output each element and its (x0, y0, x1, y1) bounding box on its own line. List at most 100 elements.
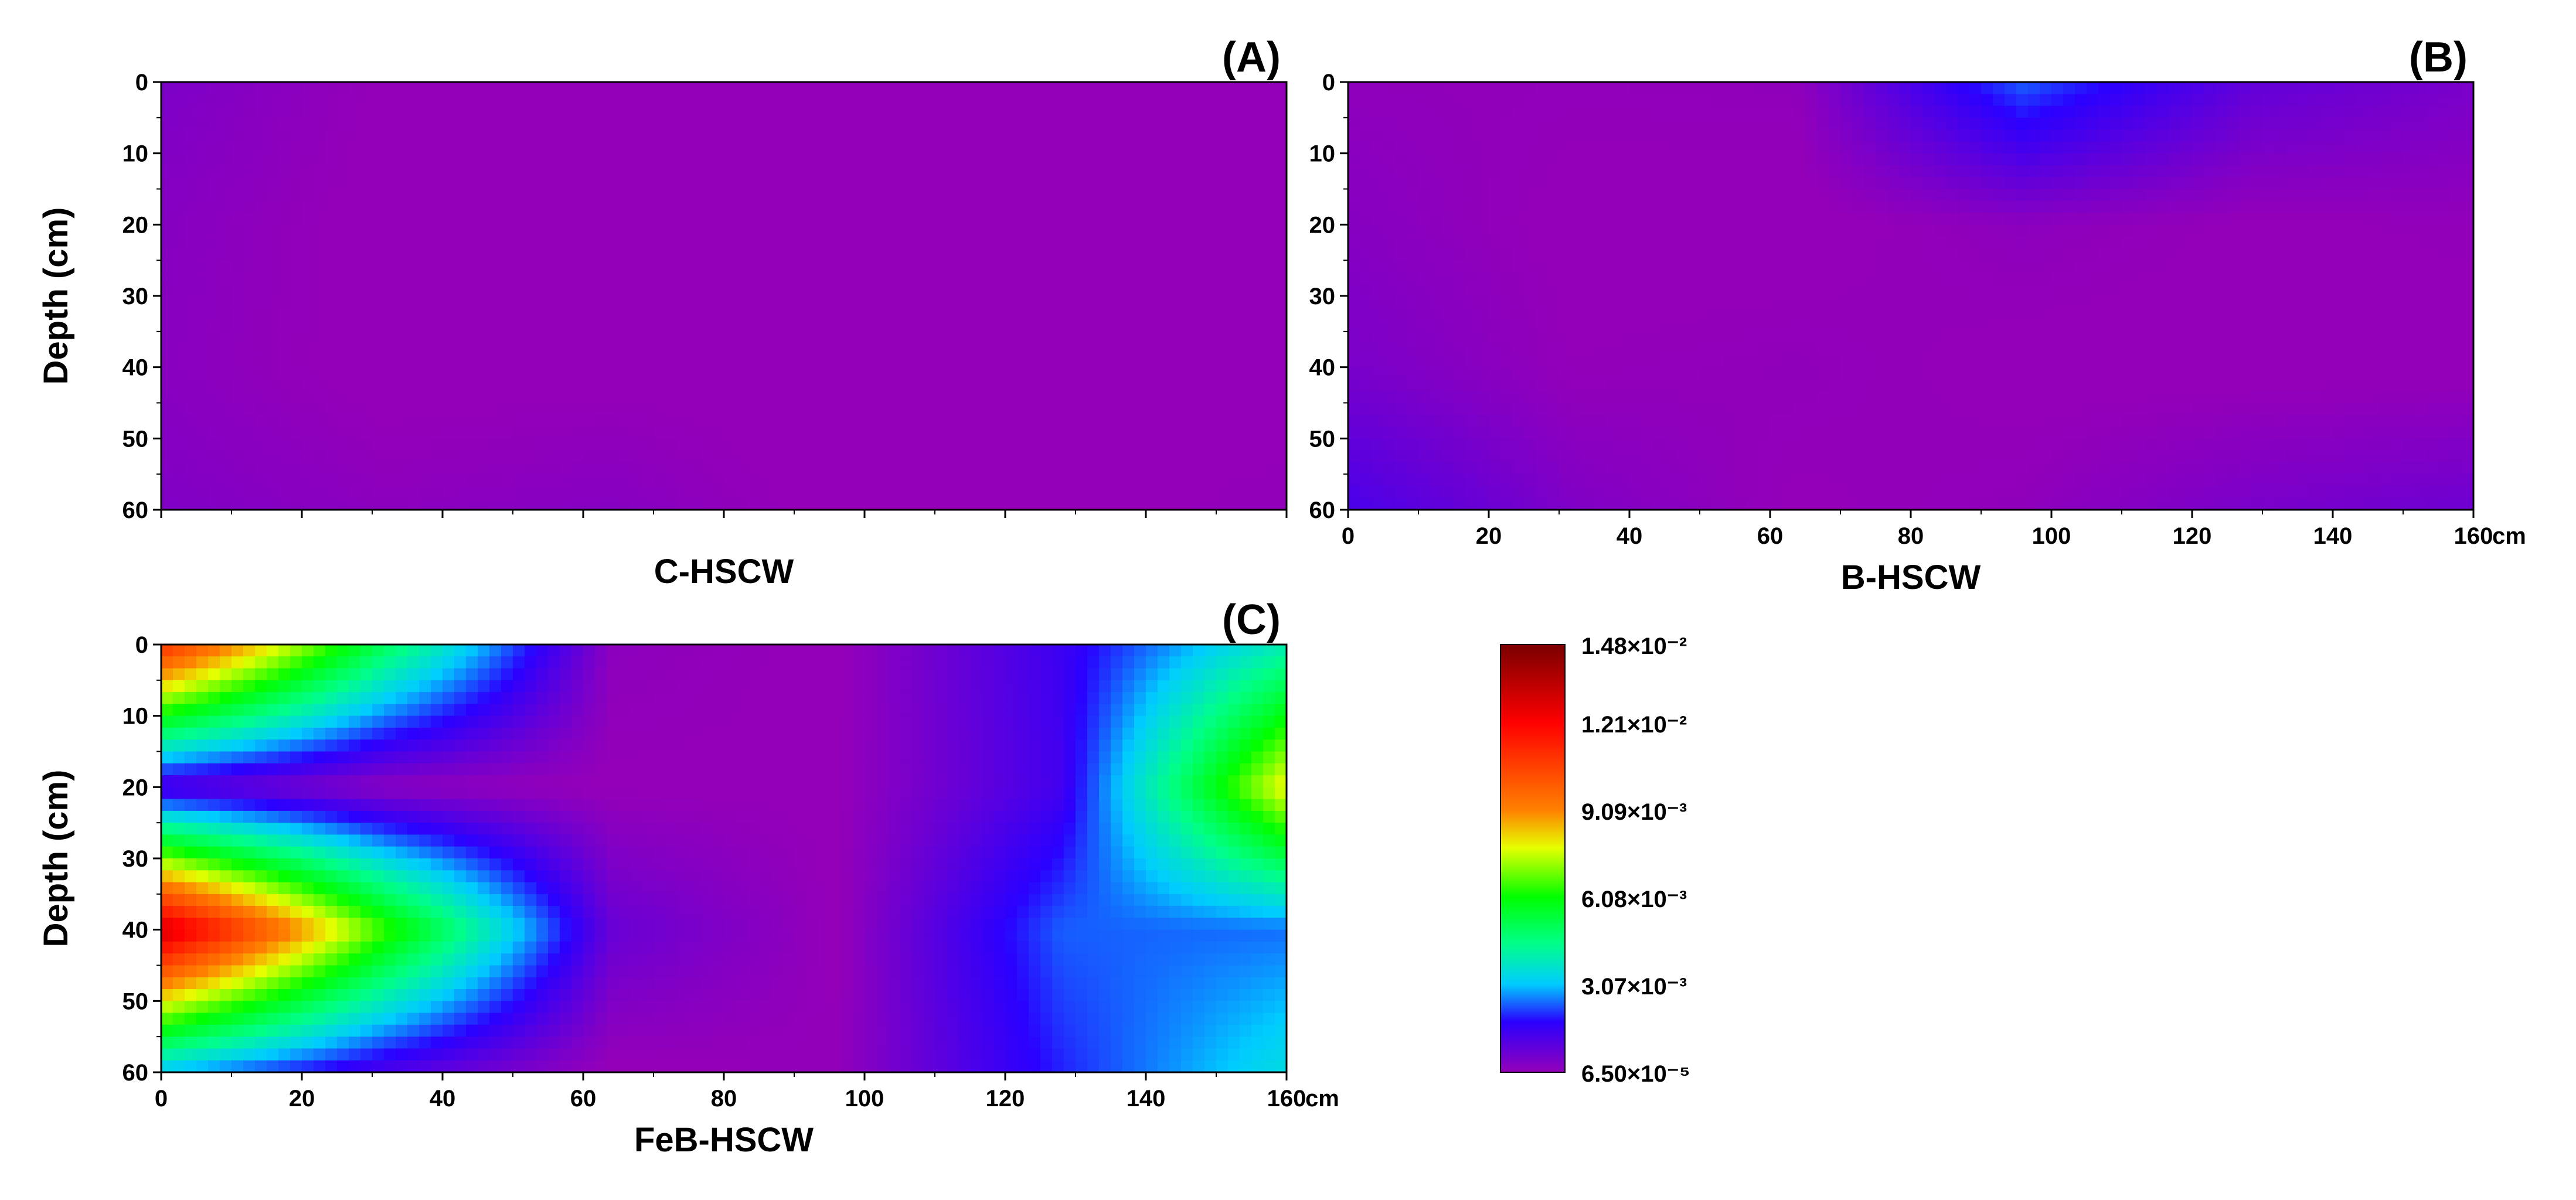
heatmap-cell (360, 237, 373, 249)
heatmap-cell (865, 154, 877, 166)
heatmap-cell (2005, 237, 2017, 249)
heatmap-cell (1887, 154, 1900, 166)
heatmap-cell (911, 118, 924, 130)
heatmap-cell (501, 451, 513, 463)
heatmap-cell (2239, 237, 2251, 249)
heatmap-cell (1158, 308, 1170, 320)
heatmap-cell (2450, 106, 2462, 118)
heatmap-cell (571, 427, 584, 439)
heatmap-cell (2040, 165, 2052, 178)
heatmap-cell (407, 106, 420, 118)
heatmap-cell (1017, 177, 1029, 189)
heatmap-cell (993, 451, 1006, 463)
heatmap-cell (677, 415, 689, 427)
heatmap-cell (1204, 237, 1217, 249)
heatmap-cell (431, 462, 443, 475)
heatmap-cell (454, 486, 467, 498)
heatmap-cell (1169, 237, 1182, 249)
heatmap-cell (489, 498, 502, 510)
heatmap-cell (1193, 296, 1205, 308)
heatmap-cell (173, 403, 185, 415)
heatmap-cell (841, 177, 853, 189)
heatmap-cell (1111, 213, 1123, 225)
heatmap-cell (794, 224, 807, 237)
heatmap-cell (642, 343, 654, 356)
heatmap-cell (220, 367, 232, 380)
heatmap-cell (1158, 332, 1170, 344)
heatmap-cell (1052, 224, 1064, 237)
heatmap-cell (829, 82, 842, 94)
heatmap-cell (794, 367, 807, 380)
heatmap-cell (970, 154, 982, 166)
heatmap-cell (1653, 213, 1665, 225)
heatmap-cell (782, 391, 795, 403)
heatmap-cell (630, 82, 642, 94)
heatmap-cell (232, 154, 244, 166)
heatmap-cell (736, 474, 748, 486)
heatmap-cell (689, 201, 701, 213)
heatmap-cell (1251, 224, 1264, 237)
heatmap-cell (1193, 189, 1205, 202)
heatmap-cell (993, 427, 1006, 439)
heatmap-cell (571, 355, 584, 367)
heatmap-cell (1735, 106, 1747, 118)
heatmap-cell (1087, 248, 1100, 261)
heatmap-cell (642, 260, 654, 272)
heatmap-cell (876, 154, 889, 166)
heatmap-cell (560, 367, 572, 380)
heatmap-cell (1064, 118, 1076, 130)
heatmap-cell (302, 320, 314, 332)
heatmap-cell (595, 284, 607, 296)
heatmap-cell (724, 379, 736, 391)
heatmap-cell (630, 486, 642, 498)
heatmap-cell (982, 438, 994, 451)
heatmap-cell (923, 379, 935, 391)
heatmap-cell (1383, 260, 1396, 272)
heatmap-cell (1899, 201, 1911, 213)
heatmap-cell (1583, 94, 1595, 106)
heatmap-cell (677, 106, 689, 118)
heatmap-cell (1559, 189, 1571, 202)
heatmap-cell (958, 391, 971, 403)
heatmap-cell (1489, 129, 1501, 142)
heatmap-cell (1029, 237, 1041, 249)
heatmap-cell (466, 391, 478, 403)
heatmap-cell (1240, 224, 1252, 237)
heatmap-cell (1134, 343, 1146, 356)
heatmap-cell (1653, 224, 1665, 237)
heatmap-cell (478, 367, 490, 380)
heatmap-cell (911, 106, 924, 118)
heatmap-cell (1969, 189, 1982, 202)
heatmap-cell (2403, 177, 2415, 189)
heatmap-cell (1864, 106, 1876, 118)
heatmap-cell (993, 129, 1006, 142)
heatmap-cell (489, 141, 502, 154)
heatmap-cell (689, 379, 701, 391)
heatmap-cell (396, 129, 408, 142)
heatmap-cell (525, 474, 537, 486)
heatmap-cell (1852, 177, 1864, 189)
heatmap-cell (278, 224, 291, 237)
heatmap-cell (2309, 237, 2322, 249)
heatmap-cell (325, 248, 338, 261)
heatmap-cell (396, 201, 408, 213)
heatmap-cell (2356, 248, 2369, 261)
heatmap-cell (1240, 213, 1252, 225)
heatmap-cell (1111, 379, 1123, 391)
heatmap-cell (2333, 248, 2345, 261)
heatmap-cell (1216, 474, 1229, 486)
heatmap-cell (173, 462, 185, 475)
heatmap-cell (1688, 165, 1700, 178)
heatmap-cell (1383, 248, 1396, 261)
heatmap-cell (1216, 403, 1229, 415)
heatmap-cell (2180, 118, 2193, 130)
heatmap-cell (466, 165, 478, 178)
heatmap-cell (290, 308, 302, 320)
heatmap-cell (689, 260, 701, 272)
heatmap-cell (267, 296, 279, 308)
heatmap-cell (1111, 141, 1123, 154)
heatmap-cell (1993, 260, 2005, 272)
heatmap-cell (407, 320, 420, 332)
heatmap-cell (1934, 118, 1947, 130)
heatmap-cell (794, 403, 807, 415)
